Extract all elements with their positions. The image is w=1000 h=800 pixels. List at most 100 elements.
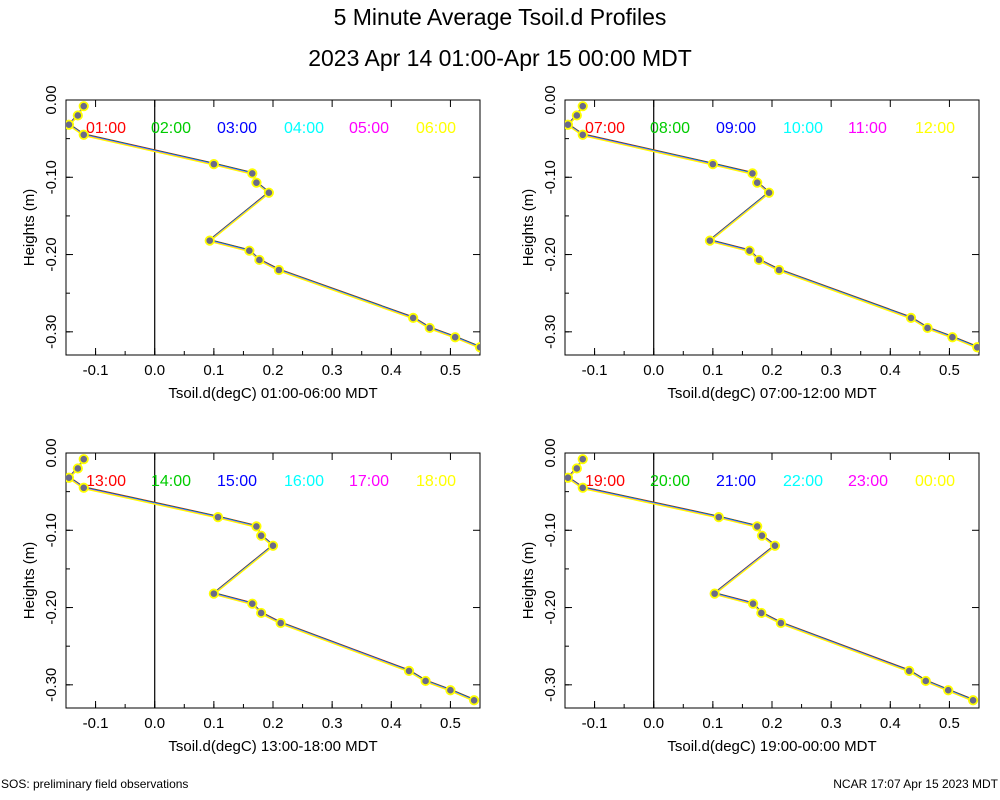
x-tick-label: -0.1 (582, 362, 608, 379)
legend-entry-5: 05:00 (349, 120, 389, 137)
data-point (72, 110, 83, 121)
data-point (753, 254, 765, 266)
y-tick-label: -0.30 (43, 315, 60, 349)
page-title: 5 Minute Average Tsoil.d Profiles (333, 4, 667, 30)
profile-panel-3: -0.1 0.0 0.1 0.2 0.3 0.4 0.5 0.00 -0.10 -0.20 -0.3… (21, 438, 481, 755)
y-axis-label: Heights (m) (520, 542, 537, 620)
data-point (256, 607, 267, 619)
series-line-5 (68, 459, 475, 702)
y-tick-label: -0.10 (542, 160, 559, 194)
data-point (273, 264, 285, 276)
data-point (78, 101, 89, 112)
x-tick-label: 0.0 (643, 362, 664, 379)
data-point (769, 540, 781, 551)
data-point (267, 540, 279, 551)
legend-entry-6: 06:00 (416, 120, 456, 137)
page-subtitle: 2023 Apr 14 01:00-Apr 15 00:00 MDT (308, 45, 692, 71)
data-point (922, 322, 933, 334)
data-point (747, 598, 759, 609)
data-point (775, 617, 786, 629)
profile-panel-4: -0.1 0.0 0.1 0.2 0.3 0.4 0.5 0.00 -0.10 -0.20 -0.3… (520, 438, 980, 755)
data-point (420, 675, 431, 687)
plot-frame (564, 452, 980, 709)
profile-series (66, 101, 480, 353)
data-point (468, 695, 480, 706)
y-tick-label: 0.00 (542, 85, 559, 114)
x-tick-label: 0.3 (322, 715, 343, 732)
series-line-6 (567, 106, 978, 349)
legend-entry-1: 01:00 (86, 120, 126, 137)
legend-entry-1: 07:00 (585, 120, 625, 137)
data-point (747, 168, 758, 179)
data-point (744, 245, 755, 256)
x-axis-label: Tsoil.d(degC) 01:00-06:00 MDT (168, 385, 377, 402)
legend-entry-4: 22:00 (783, 473, 823, 490)
data-point (577, 101, 588, 112)
x-tick-label: 0.4 (880, 715, 901, 732)
legend-entry-2: 20:00 (650, 473, 690, 490)
series-line-5 (567, 459, 974, 702)
legend-entry-2: 14:00 (151, 473, 191, 490)
x-tick-label: 0.1 (203, 715, 224, 732)
legend-entry-5: 23:00 (848, 473, 888, 490)
legend-entry-6: 12:00 (915, 120, 955, 137)
y-tick-label: -0.30 (542, 315, 559, 349)
y-tick-label: -0.20 (43, 590, 60, 624)
data-point (78, 482, 89, 493)
footer-note: SOS: preliminary field observations (1, 777, 189, 791)
x-tick-label: 0.2 (762, 362, 783, 379)
x-axis-label: Tsoil.d(degC) 07:00-12:00 MDT (667, 385, 876, 402)
legend-entry-3: 03:00 (217, 120, 257, 137)
x-tick-label: 0.4 (880, 362, 901, 379)
data-point (756, 530, 768, 541)
series-line-4 (567, 106, 978, 349)
legend-entry-6: 18:00 (416, 473, 456, 490)
legend-entry-1: 19:00 (585, 473, 625, 490)
series-line-5 (567, 106, 978, 349)
data-point (704, 235, 716, 246)
data-point (967, 695, 979, 706)
data-point (254, 254, 265, 266)
series-line-6 (68, 106, 480, 349)
data-point (256, 530, 267, 541)
x-axis-label: Tsoil.d(degC) 19:00-00:00 MDT (667, 738, 876, 755)
x-tick-label: 0.0 (144, 362, 165, 379)
profile-series (66, 454, 480, 706)
legend-entry-3: 21:00 (716, 473, 756, 490)
data-point (707, 159, 718, 170)
data-point (263, 187, 274, 198)
series-line-3 (68, 458, 475, 701)
x-tick-label: -0.1 (582, 715, 608, 732)
data-point (577, 129, 588, 140)
data-point (571, 110, 582, 121)
data-point (251, 177, 262, 188)
legend-entry-2: 08:00 (650, 120, 690, 137)
series-line-4 (68, 459, 475, 702)
data-point (212, 512, 224, 523)
series-line-4 (68, 106, 480, 349)
data-point (773, 264, 785, 276)
y-tick-label: -0.20 (542, 590, 559, 624)
series-line-2 (68, 458, 475, 701)
x-tick-label: 0.4 (381, 362, 402, 379)
y-tick-label: 0.00 (542, 438, 559, 467)
data-point (947, 332, 958, 343)
data-point (66, 472, 75, 483)
data-point (709, 588, 720, 599)
x-tick-label: 0.2 (263, 715, 284, 732)
data-point (972, 342, 979, 353)
x-tick-label: 0.4 (381, 715, 402, 732)
data-point (403, 665, 415, 677)
y-tick-label: -0.10 (542, 513, 559, 547)
footer-timestamp: NCAR 17:07 Apr 15 2023 MDT (833, 777, 998, 791)
legend-entry-6: 00:00 (915, 473, 955, 490)
data-point (571, 463, 582, 474)
data-point (208, 588, 219, 599)
legend-entry-2: 02:00 (151, 120, 191, 137)
x-tick-label: 0.0 (144, 715, 165, 732)
data-point (78, 454, 89, 465)
y-axis-label: Heights (m) (21, 542, 38, 620)
data-point (424, 322, 435, 334)
profile-panel-2: -0.1 0.0 0.1 0.2 0.3 0.4 0.5 0.00 -0.10 -0.20 -0.3… (520, 85, 980, 402)
